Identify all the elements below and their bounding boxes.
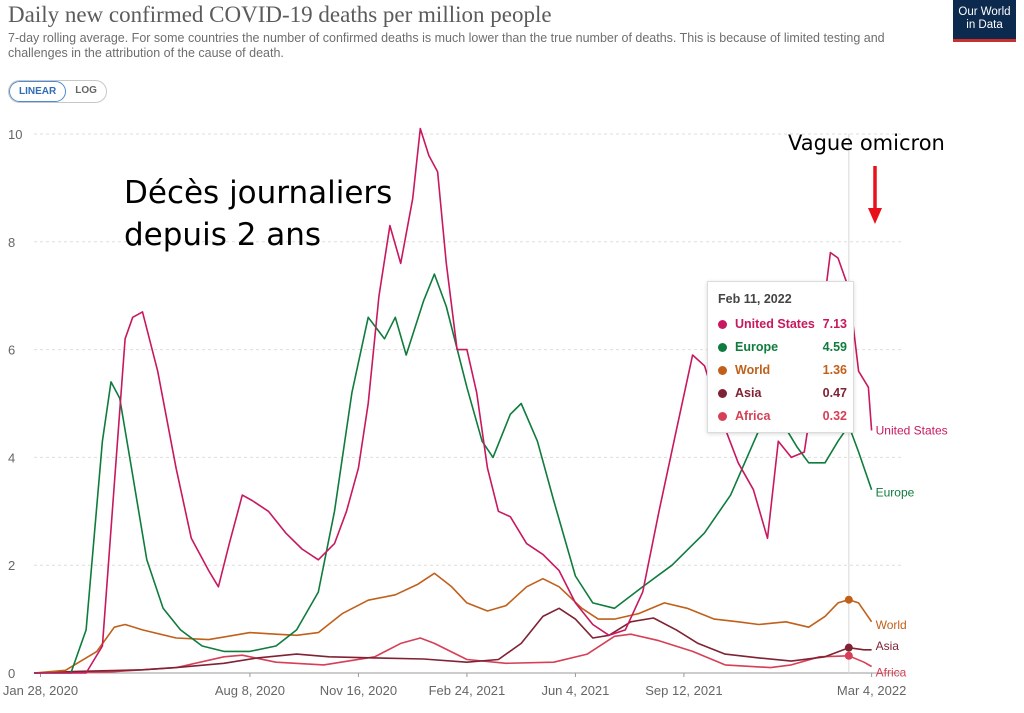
x-axis: Jan 28, 2020 Aug 8, 2020 Nov 16, 2020 Feb 2… xyxy=(3,673,906,698)
linear-scale-button[interactable]: LINEAR xyxy=(9,81,67,102)
tooltip-value: 1.36 xyxy=(822,363,847,377)
omicron-arrow xyxy=(868,166,882,224)
tooltip-dot xyxy=(718,320,727,329)
tooltip-name: Africa xyxy=(735,409,771,423)
log-scale-button[interactable]: LOG xyxy=(75,85,97,96)
annotation-line1: Décès journaliers xyxy=(124,175,393,211)
series-labels: Africa Asia World Europe United States xyxy=(876,423,948,679)
tooltip-row-africa: Africa 0.32 xyxy=(718,409,847,427)
highlight-dot xyxy=(844,651,853,660)
y-tick-label: 8 xyxy=(8,235,15,250)
tooltip-value: 4.59 xyxy=(822,340,847,354)
series-line-asia xyxy=(33,607,872,674)
series-end-label: Africa xyxy=(876,666,907,680)
tooltip-dot xyxy=(718,412,727,421)
x-tick-label: Sep 12, 2021 xyxy=(645,683,722,698)
tooltip-dot xyxy=(718,343,727,352)
x-tick-label: Jan 28, 2020 xyxy=(3,683,78,698)
tooltip-dot xyxy=(718,389,727,398)
annotation-omicron: Vague omicron xyxy=(788,131,945,155)
highlight-dot xyxy=(844,595,853,604)
chart-title: Daily new confirmed COVID-19 deaths per … xyxy=(8,2,552,27)
x-tick-label: Jun 4, 2021 xyxy=(541,683,609,698)
arrow-head xyxy=(868,208,882,224)
y-tick-label: 4 xyxy=(8,450,15,465)
highlight-dot xyxy=(844,643,853,652)
tooltip-name: Europe xyxy=(735,340,779,354)
series-end-label: World xyxy=(876,618,907,632)
y-tick-label: 2 xyxy=(8,558,15,573)
series-end-label: United States xyxy=(876,423,948,437)
y-tick-label: 10 xyxy=(8,127,22,142)
tooltip-dot xyxy=(718,366,727,375)
series-end-label: Europe xyxy=(876,486,915,500)
tooltip-value: 0.47 xyxy=(822,386,847,400)
tooltip-date: Feb 11, 2022 xyxy=(718,292,792,306)
y-tick-label: 0 xyxy=(8,666,15,681)
scale-toggle: LINEAR LOG xyxy=(8,80,107,103)
tooltip-row-united-states: United States 7.13 xyxy=(718,317,847,335)
series-line-united-states xyxy=(34,127,873,674)
annotation-daily-deaths: Décès journaliers depuis 2 ans xyxy=(124,172,392,256)
series-line-africa xyxy=(33,633,872,674)
y-axis: 0 2 4 6 8 10 xyxy=(8,127,22,681)
chart-subtitle: 7-day rolling average. For some countrie… xyxy=(8,31,885,60)
series-end-label: Asia xyxy=(876,639,900,653)
logo-line2: in Data xyxy=(966,19,1003,31)
logo-line1: Our World xyxy=(958,6,1011,18)
tooltip-name: Asia xyxy=(735,386,762,400)
tooltip-row-world: World 1.36 xyxy=(718,363,847,381)
x-tick-label: Aug 8, 2020 xyxy=(215,683,285,698)
tooltip-row-europe: Europe 4.59 xyxy=(718,340,847,358)
series-line-world xyxy=(33,572,873,674)
x-tick-label: Feb 24, 2021 xyxy=(429,683,506,698)
x-tick-label: Nov 16, 2020 xyxy=(320,683,397,698)
tooltip-name: World xyxy=(735,363,771,377)
hover-tooltip: Feb 11, 2022 United States 7.13 Europe 4… xyxy=(707,281,854,433)
annotation-line2: depuis 2 ans xyxy=(124,217,322,253)
x-tick-label: Mar 4, 2022 xyxy=(837,683,906,698)
tooltip-value: 7.13 xyxy=(822,317,847,331)
y-tick-label: 6 xyxy=(8,343,15,358)
tooltip-row-asia: Asia 0.47 xyxy=(718,386,847,404)
owid-logo[interactable]: Our World in Data xyxy=(953,0,1016,42)
tooltip-value: 0.32 xyxy=(822,409,847,423)
tooltip-name: United States xyxy=(735,317,815,331)
